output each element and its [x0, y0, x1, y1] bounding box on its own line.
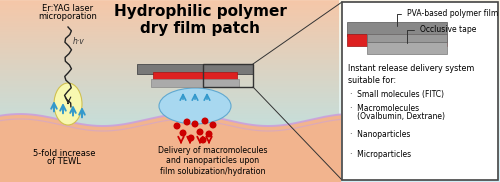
Circle shape: [180, 130, 186, 136]
Circle shape: [188, 135, 194, 141]
Circle shape: [174, 123, 180, 129]
Bar: [153, 72, 237, 81]
Text: Hydrophilic polymer
dry film patch: Hydrophilic polymer dry film patch: [114, 4, 286, 36]
Circle shape: [192, 121, 198, 127]
Text: ·  Microparticles: · Microparticles: [350, 150, 411, 159]
Circle shape: [184, 119, 190, 125]
Text: ·  Macromolecules: · Macromolecules: [350, 104, 419, 113]
Text: Er:YAG laser: Er:YAG laser: [42, 4, 94, 13]
Text: (Ovalbumin, Dextrane): (Ovalbumin, Dextrane): [350, 112, 445, 121]
Text: 5-fold increase: 5-fold increase: [33, 149, 95, 158]
Bar: [347, 34, 447, 46]
Circle shape: [210, 122, 216, 128]
Ellipse shape: [54, 83, 82, 125]
Bar: [137, 64, 253, 74]
Bar: [367, 34, 447, 54]
Circle shape: [202, 118, 208, 124]
Text: Instant release delivery system
suitable for:: Instant release delivery system suitable…: [348, 64, 474, 85]
Text: h·v: h·v: [73, 37, 85, 46]
Bar: [347, 22, 447, 36]
Text: Delivery of macromolecules
and nanoparticles upon
film solubization/hydration: Delivery of macromolecules and nanoparti…: [158, 146, 268, 176]
Text: ·  Nanoparticles: · Nanoparticles: [350, 130, 410, 139]
Bar: [342, 2, 498, 180]
Text: of TEWL: of TEWL: [47, 157, 81, 166]
Circle shape: [197, 129, 203, 135]
Bar: [203, 64, 253, 87]
Text: ·  Small molecules (FITC): · Small molecules (FITC): [350, 90, 444, 99]
Ellipse shape: [159, 88, 231, 124]
Text: PVA-based polymer film: PVA-based polymer film: [397, 9, 498, 26]
Bar: [367, 34, 447, 42]
Text: Occlusive tape: Occlusive tape: [407, 25, 476, 43]
Bar: [151, 79, 239, 87]
Circle shape: [206, 131, 212, 137]
Circle shape: [200, 137, 206, 143]
Text: microporation: microporation: [38, 12, 98, 21]
